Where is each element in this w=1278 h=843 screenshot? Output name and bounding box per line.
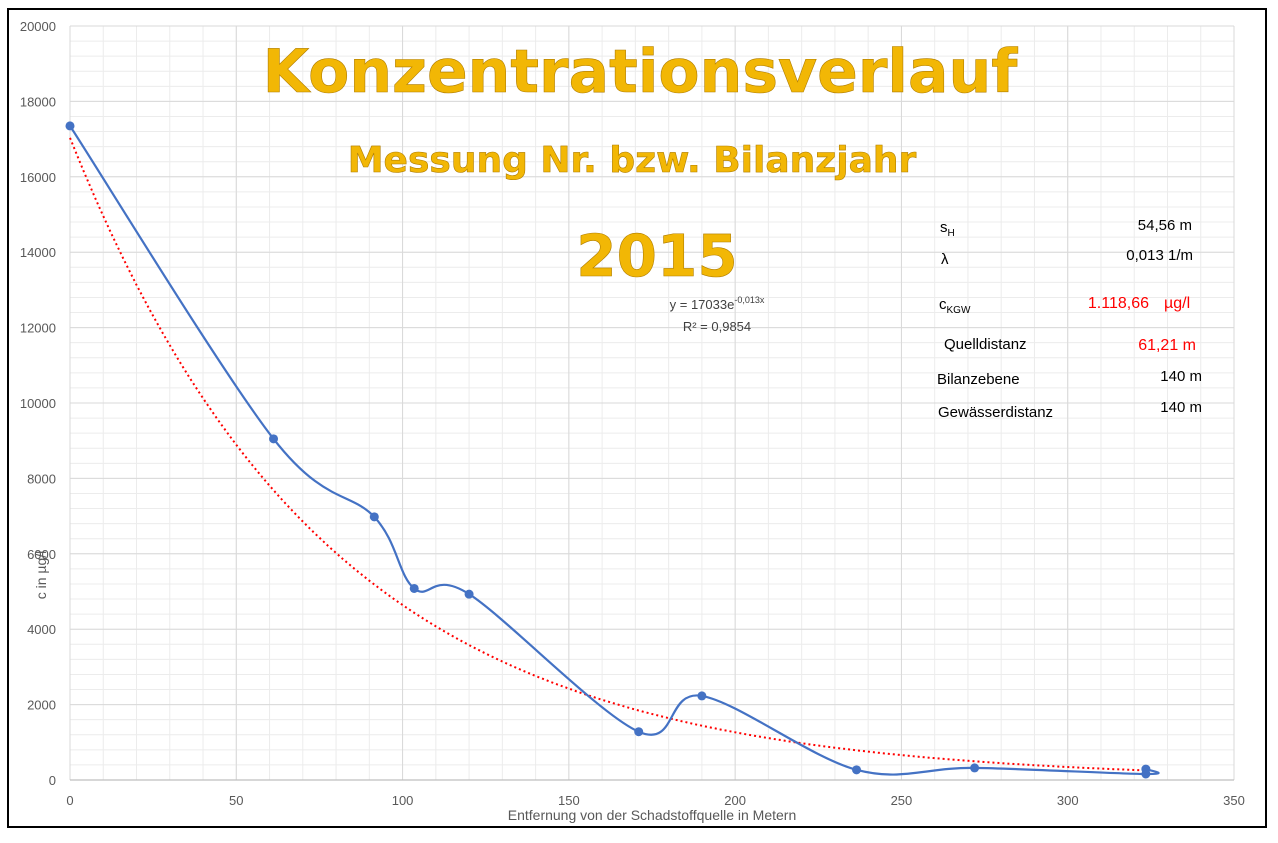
bilanzebene-label: Bilanzebene (937, 371, 1020, 388)
y-tick-label: 18000 (20, 94, 56, 109)
data-point (409, 583, 419, 593)
data-point (65, 121, 75, 131)
data-point (634, 727, 644, 737)
bilanzebene-value: 140 m (1160, 368, 1202, 385)
data-point (697, 691, 707, 701)
major-gridlines (69, 25, 1235, 781)
x-axis-ticks: 0 50 100 150 200 250 300 350 (66, 793, 1244, 808)
y-tick-label: 10000 (20, 396, 56, 411)
lambda-label: λ (941, 251, 949, 268)
x-tick-label: 100 (392, 793, 414, 808)
ckgw-label: cKGW (939, 296, 971, 316)
ckgw-value: 1.118,66 (1088, 295, 1149, 312)
x-tick-label: 350 (1223, 793, 1245, 808)
x-tick-label: 300 (1057, 793, 1079, 808)
chart-title: Konzentrationsverlauf (263, 37, 1019, 107)
x-axis-title: Entfernung von der Schadstoffquelle in M… (508, 807, 796, 823)
y-tick-label: 16000 (20, 170, 56, 185)
y-tick-label: 14000 (20, 245, 56, 260)
y-tick-label: 6000 (27, 547, 56, 562)
x-tick-label: 200 (724, 793, 746, 808)
x-tick-label: 50 (229, 793, 243, 808)
x-tick-label: 150 (558, 793, 580, 808)
y-tick-label: 20000 (20, 19, 56, 34)
data-point (852, 765, 862, 775)
y-axis-title: c in µg/l (33, 551, 49, 600)
trend-r2: R² = 0,9854 (683, 319, 751, 334)
data-point (464, 589, 474, 599)
y-tick-label: 8000 (27, 471, 56, 486)
x-tick-label: 0 (66, 793, 73, 808)
sh-value: 54,56 m (1138, 217, 1192, 234)
gewaesserdistanz-value: 140 m (1160, 399, 1202, 416)
data-points (65, 121, 1151, 779)
data-point (1141, 764, 1151, 774)
equation-prefix: y = 17033e (670, 297, 735, 312)
y-axis-ticks: 0 2000 4000 6000 8000 10000 12000 14000 16000 180… (20, 19, 56, 788)
equation-exponent: -0,013x (734, 295, 765, 305)
y-tick-label: 4000 (27, 622, 56, 637)
lambda-value: 0,013 1/m (1126, 247, 1193, 264)
ckgw-subscript: KGW (947, 305, 971, 316)
sh-symbol: s (940, 219, 948, 236)
chart-subtitle: Messung Nr. bzw. Bilanzjahr (348, 140, 917, 181)
data-point (369, 512, 379, 522)
y-tick-label: 0 (49, 773, 56, 788)
y-tick-label: 2000 (27, 698, 56, 713)
trend-equation: y = 17033e-0,013x (670, 295, 765, 312)
ckgw-unit: µg/l (1164, 295, 1190, 312)
year-label: 2015 (576, 222, 737, 290)
data-point (269, 434, 279, 444)
sh-label: sH (940, 219, 955, 239)
quelldistanz-value: 61,21 m (1138, 337, 1196, 354)
x-tick-label: 250 (891, 793, 913, 808)
data-point (970, 763, 980, 773)
quelldistanz-label: Quelldistanz (944, 336, 1027, 353)
y-tick-label: 12000 (20, 321, 56, 336)
ckgw-symbol: c (939, 296, 947, 313)
gewaesserdistanz-label: Gewässerdistanz (938, 404, 1053, 421)
sh-subscript: H (948, 228, 955, 239)
